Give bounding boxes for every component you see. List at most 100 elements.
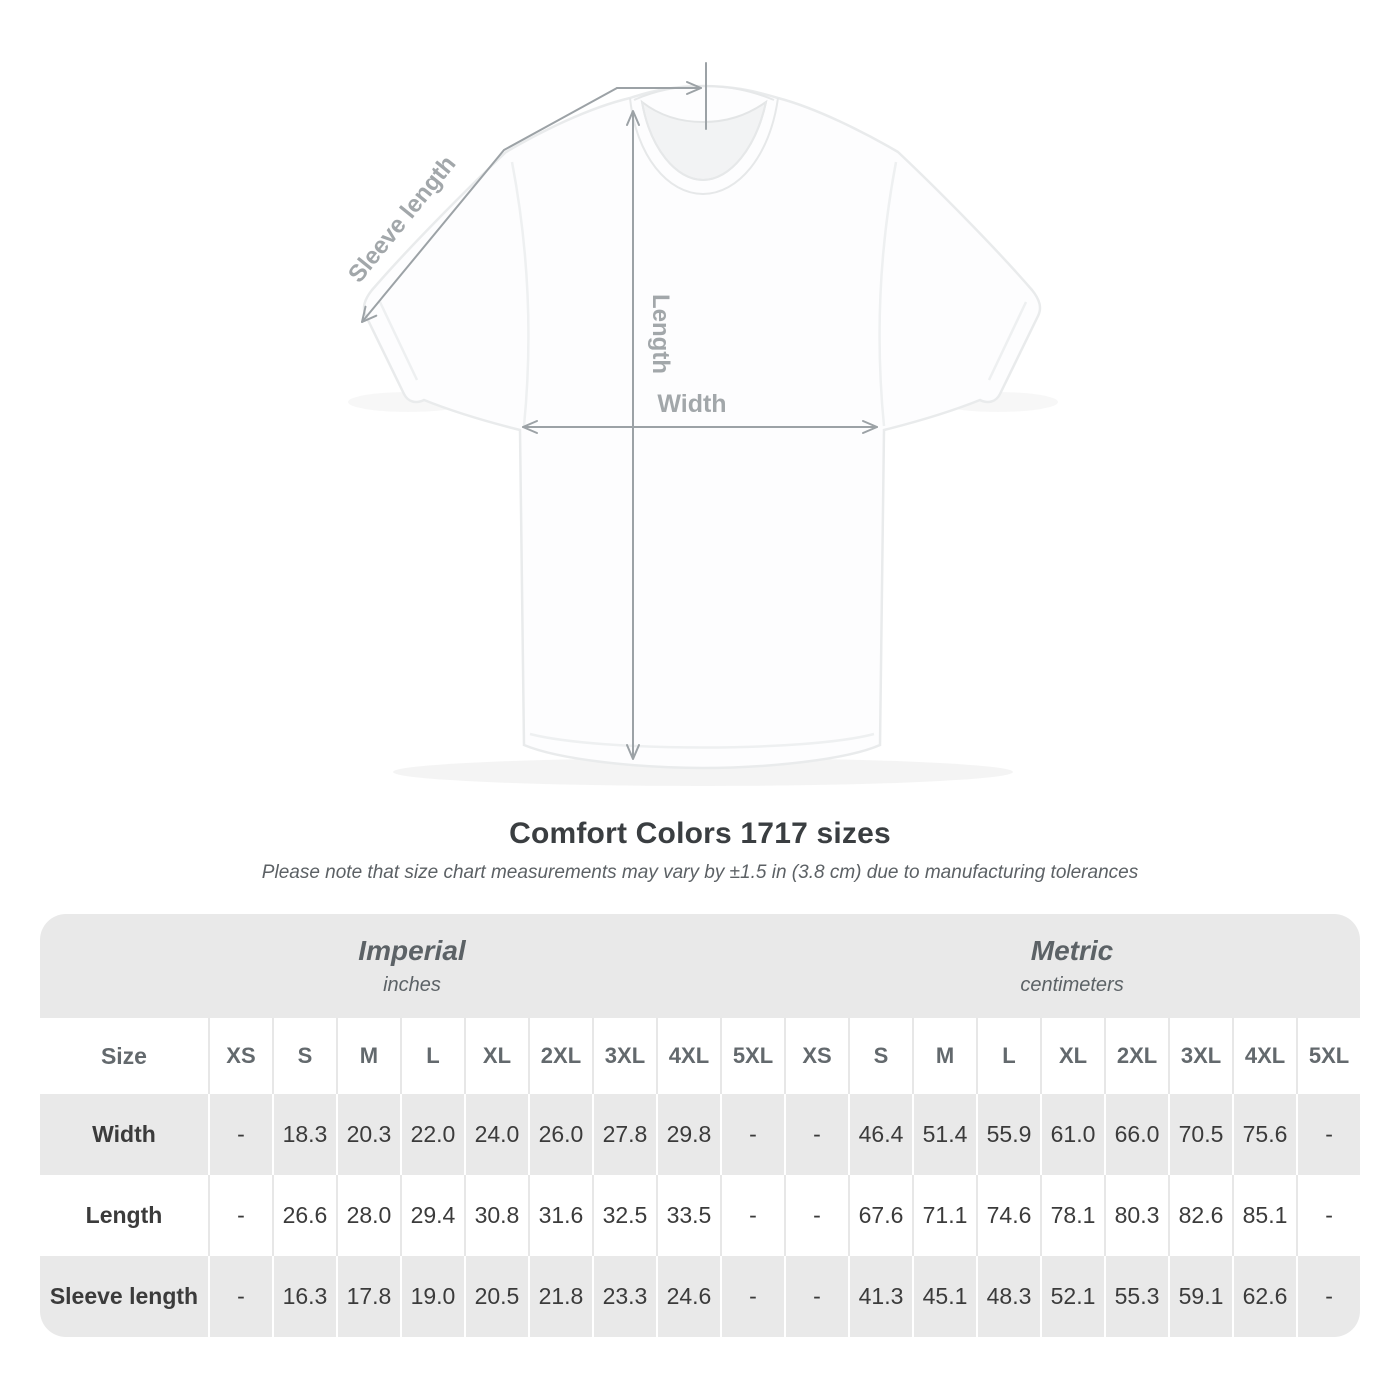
sleeve-length-value-cell: 23.3	[591, 1256, 656, 1337]
width-value-cell: 51.4	[912, 1094, 977, 1175]
hem-seam	[529, 732, 875, 749]
length-value-cell: -	[1296, 1175, 1361, 1256]
size-column-header: L	[399, 1018, 464, 1094]
length-value-cell: 78.1	[1040, 1175, 1105, 1256]
tolerance-note: Please note that size chart measurements…	[261, 862, 1139, 883]
right-cuff-seam	[987, 301, 1028, 381]
width-value-cell: 61.0	[1040, 1094, 1105, 1175]
width-value-cell: 22.0	[399, 1094, 464, 1175]
sleeve-length-value-cell: 48.3	[976, 1256, 1041, 1337]
width-value-cell: 18.3	[271, 1094, 336, 1175]
width-label: Width	[657, 390, 726, 418]
length-annotation: Length	[626, 110, 674, 760]
imperial-unit-label: inches	[383, 974, 441, 996]
left-cuff-seam	[378, 301, 419, 381]
metric-unit-label: centimeters	[1020, 974, 1124, 996]
sleeve-length-row: Sleeve length -16.3 17.8 19.0 20.5 21.8 23.3 2…	[39, 1256, 1361, 1337]
size-column-header: 4XL	[655, 1018, 720, 1094]
right-sleeve-seam	[878, 161, 898, 427]
length-value-cell: 71.1	[912, 1175, 977, 1256]
size-column-header: 4XL	[1232, 1018, 1297, 1094]
length-value-cell: 82.6	[1168, 1175, 1233, 1256]
length-value-cell: 32.5	[591, 1175, 656, 1256]
width-value-cell: 70.5	[1168, 1094, 1233, 1175]
sleeve-length-value-cell: 55.3	[1104, 1256, 1169, 1337]
width-annotation: Width	[522, 390, 878, 434]
width-value-cell: 66.0	[1104, 1094, 1169, 1175]
length-value-cell: 67.6	[848, 1175, 913, 1256]
width-value-cell: 75.6	[1232, 1094, 1297, 1175]
collar-outer-edge	[629, 97, 779, 196]
length-value-cell: 33.5	[655, 1175, 720, 1256]
sleeve-length-value-cell: -	[719, 1256, 785, 1337]
left-sleeve-seam	[510, 161, 530, 427]
sleeve-length-value-cell: 59.1	[1168, 1256, 1233, 1337]
width-value-cell: 20.3	[335, 1094, 400, 1175]
unit-header-row: Imperial inches Metric centimeters	[39, 914, 1361, 1018]
collar-inner-edge	[641, 101, 767, 182]
size-table: Imperial inches Metric centimeters Size …	[39, 914, 1361, 1337]
tshirt-measurement-illustration: Sleeve length Length Width	[343, 62, 1042, 786]
collar-back-edge	[633, 84, 775, 101]
length-value-cell: -	[784, 1175, 849, 1256]
width-value-cell: 27.8	[591, 1094, 656, 1175]
length-value-cell: -	[207, 1175, 272, 1256]
sleeve-length-row-label: Sleeve length	[39, 1256, 208, 1337]
sleeve-length-value-cell: 45.1	[912, 1256, 977, 1337]
size-column-header: XL	[1040, 1018, 1105, 1094]
sleeve-length-value-cell: -	[207, 1256, 272, 1337]
width-value-cell: 55.9	[976, 1094, 1041, 1175]
length-value-cell: 85.1	[1232, 1175, 1297, 1256]
sleeve-length-value-cell: -	[784, 1256, 849, 1337]
sleeve-length-value-cell: 24.6	[655, 1256, 720, 1337]
length-value-cell: -	[719, 1175, 785, 1256]
sleeve-length-value-cell: 20.5	[463, 1256, 528, 1337]
size-header-row: Size XS S M L XL 2XL 3XL 4XL 5XL XS S M L XL 2XL 3XL 4X…	[39, 1018, 1361, 1094]
sleeve-length-end-arrowhead	[361, 305, 378, 323]
page-title: Comfort Colors 1717 sizes	[509, 817, 891, 850]
size-column-header: 5XL	[1296, 1018, 1361, 1094]
size-column-header: 2XL	[1104, 1018, 1169, 1094]
length-value-cell: 31.6	[527, 1175, 592, 1256]
sleeve-length-value-cell: 52.1	[1040, 1256, 1105, 1337]
length-value-cell: 30.8	[463, 1175, 528, 1256]
sleeve-length-diagonal-line	[361, 87, 618, 323]
length-value-cell: 74.6	[976, 1175, 1041, 1256]
length-top-arrowhead	[626, 110, 640, 126]
imperial-header-label: Imperial	[358, 935, 466, 966]
width-value-cell: -	[784, 1094, 849, 1175]
width-value-cell: -	[1296, 1094, 1361, 1175]
size-header-label: Size	[39, 1018, 208, 1094]
size-column-header: M	[335, 1018, 400, 1094]
length-value-cell: 26.6	[271, 1175, 336, 1256]
sleeve-length-value-cell: 41.3	[848, 1256, 913, 1337]
sleeve-length-value-cell: 62.6	[1232, 1256, 1297, 1337]
size-column-header: XL	[463, 1018, 528, 1094]
sleeve-length-value-cell: 17.8	[335, 1256, 400, 1337]
sleeve-length-value-cell: 16.3	[271, 1256, 336, 1337]
length-bottom-arrowhead	[626, 744, 640, 760]
size-column-header: 2XL	[527, 1018, 592, 1094]
width-value-cell: 46.4	[848, 1094, 913, 1175]
size-column-header: XS	[207, 1018, 272, 1094]
imperial-header-cell: Imperial inches	[39, 914, 785, 1018]
width-right-arrowhead	[862, 420, 878, 434]
size-column-header: 3XL	[591, 1018, 656, 1094]
width-row: Width -18.3 20.3 22.0 24.0 26.0 27.8 29.8- -46…	[39, 1094, 1361, 1175]
size-column-header: S	[848, 1018, 913, 1094]
size-column-header: XS	[784, 1018, 849, 1094]
sleeve-length-value-cell: -	[1296, 1256, 1361, 1337]
width-row-label: Width	[39, 1094, 208, 1175]
sleeve-length-value-cell: 19.0	[399, 1256, 464, 1337]
metric-header-cell: Metric centimeters	[784, 914, 1361, 1018]
length-value-cell: 28.0	[335, 1175, 400, 1256]
size-column-header: L	[976, 1018, 1041, 1094]
sleeve-length-value-cell: 21.8	[527, 1256, 592, 1337]
width-value-cell: 29.8	[655, 1094, 720, 1175]
length-label: Length	[647, 294, 674, 374]
length-row: Length -26.6 28.0 29.4 30.8 31.6 32.5 33.5- -6…	[39, 1175, 1361, 1256]
length-value-cell: 29.4	[399, 1175, 464, 1256]
length-row-label: Length	[39, 1175, 208, 1256]
size-column-header: 3XL	[1168, 1018, 1233, 1094]
size-column-header: 5XL	[719, 1018, 785, 1094]
